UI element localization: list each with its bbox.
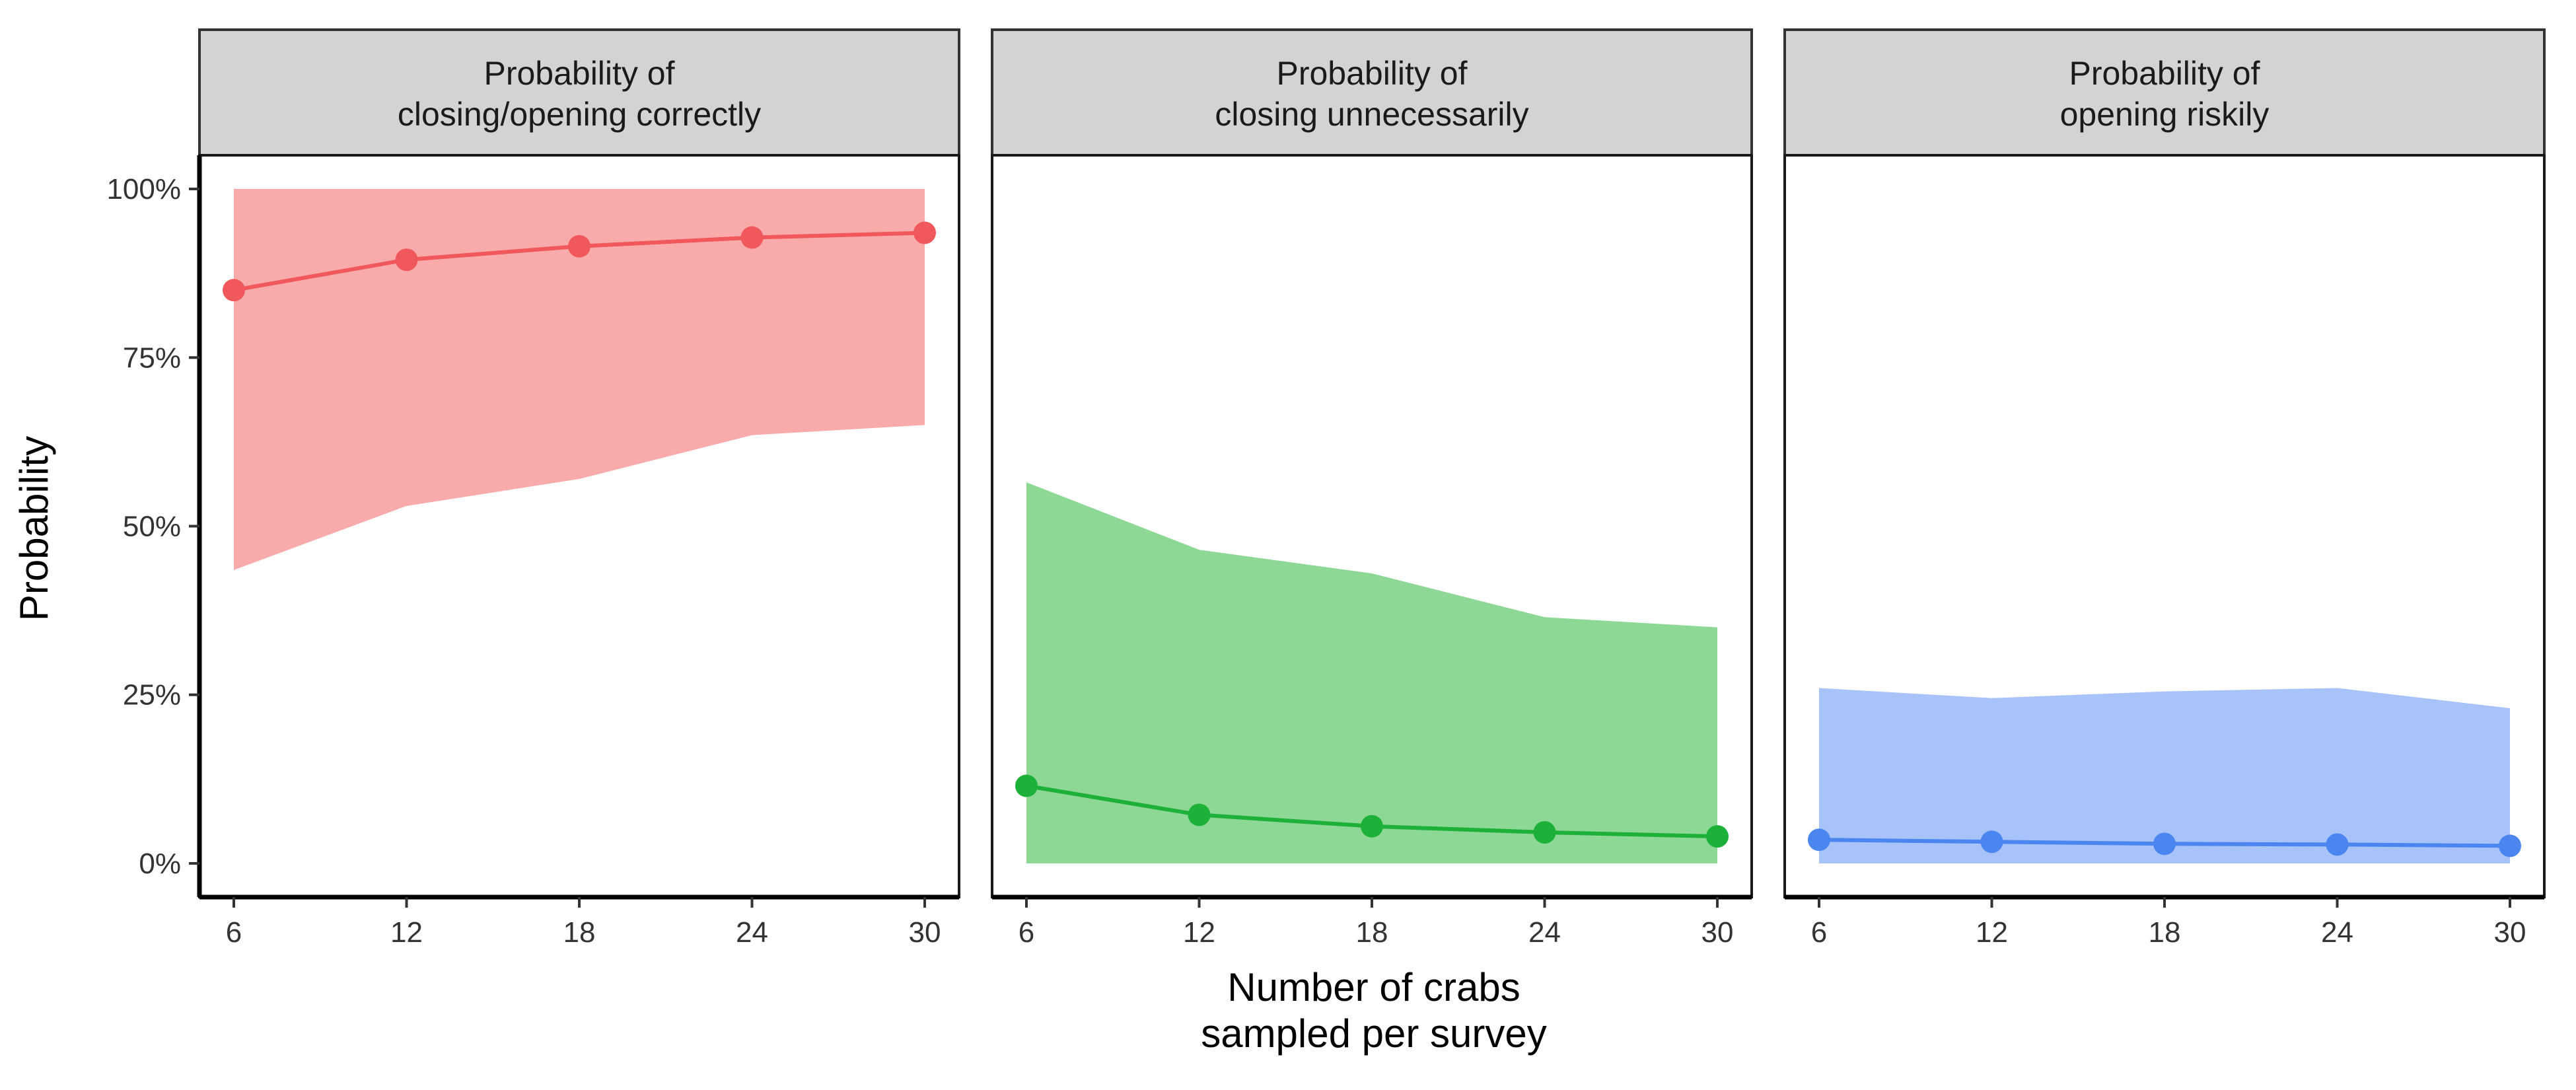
y-tick-label: 25% (123, 679, 181, 711)
chart-panels: Probability of closing/opening correctly 6… (198, 28, 2546, 949)
x-tick-label: 30 (2494, 916, 2526, 949)
facet-strip (1783, 28, 2546, 157)
facet-title-line: Probability of (483, 55, 674, 92)
facet-panel: Probability of opening riskily 6 12 18 24 30 (1783, 28, 2546, 949)
y-tick-label: 75% (123, 342, 181, 374)
facet-title-line: opening riskily (2060, 96, 2270, 133)
y-tick-label: 50% (123, 511, 181, 543)
facet-title-line: closing unnecessarily (1215, 96, 1528, 133)
facet-title-line: Probability of (1276, 55, 1467, 92)
y-tick-label: 0% (139, 848, 181, 880)
data-point (568, 235, 590, 258)
x-tick-label: 6 (226, 916, 242, 949)
data-point (223, 279, 245, 302)
data-point (2326, 833, 2349, 856)
x-tick-label: 24 (736, 916, 768, 949)
x-tick-label: 30 (909, 916, 941, 949)
confidence-band (1819, 688, 2510, 863)
x-tick-label: 6 (1019, 916, 1034, 949)
data-point (2499, 834, 2521, 857)
data-point (395, 248, 418, 272)
facet-panel: Probability of closing unnecessarily 6 12 18… (991, 28, 1753, 949)
data-point (1015, 774, 1038, 797)
x-axis-title-line-2: sampled per survey (1201, 1011, 1547, 1056)
data-point (1533, 820, 1556, 844)
x-axis-title-line-1: Number of crabs (1227, 965, 1521, 1009)
data-point (2153, 832, 2176, 855)
y-axis-title: Probability (12, 436, 56, 621)
x-tick-label: 24 (1528, 916, 1561, 949)
data-point (913, 221, 936, 244)
x-tick-label: 30 (1701, 916, 1734, 949)
y-axis: 0% 25% 50% 75% 100% (106, 155, 202, 897)
facet-title-line: Probability of (2069, 55, 2260, 92)
x-tick-label: 18 (1356, 916, 1388, 949)
facet-strip (198, 28, 960, 157)
x-tick-label: 12 (1976, 916, 2008, 949)
confidence-band (1026, 482, 1717, 863)
data-point (1808, 828, 1830, 852)
x-tick-label: 6 (1811, 916, 1827, 949)
x-tick-label: 18 (2149, 916, 2181, 949)
facet-panel: Probability of closing/opening correctly 6… (198, 28, 960, 949)
data-point (1188, 803, 1211, 826)
data-point (1980, 830, 2003, 854)
x-tick-label: 12 (1183, 916, 1215, 949)
data-point (1361, 815, 1383, 838)
x-tick-label: 12 (390, 916, 423, 949)
data-point (740, 226, 764, 249)
x-tick-label: 18 (563, 916, 596, 949)
confidence-band (234, 189, 925, 570)
data-point (1706, 825, 1729, 848)
y-tick-label: 100% (106, 173, 181, 205)
facet-strip (991, 28, 1753, 157)
x-tick-label: 24 (2321, 916, 2353, 949)
facet-title-line: closing/opening correctly (398, 96, 761, 133)
